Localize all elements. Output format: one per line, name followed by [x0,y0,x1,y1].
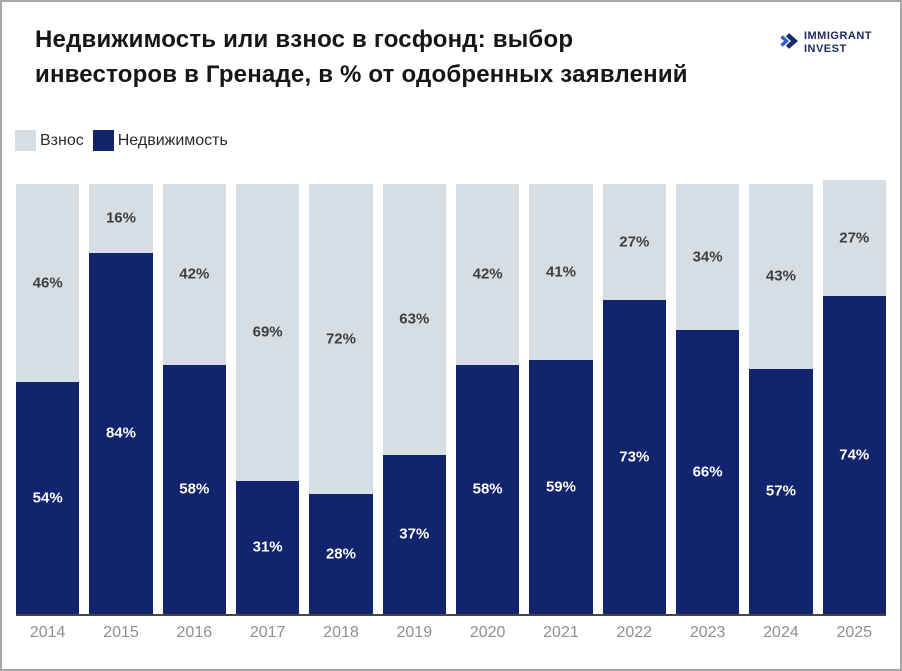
bar-segment-nedvizhimost: 58% [162,364,226,614]
stacked-bar-2024: 43% 57% [749,184,813,614]
x-axis-label: 2019 [396,624,433,641]
bar-value-label: 16% [105,209,136,227]
bar-segment-vznos: 69% [235,184,300,481]
logo-text: IMMIGRANT INVEST [804,30,872,56]
bar-segment-nedvizhimost: 57% [749,368,813,614]
bar-segment-vznos: 72% [309,184,373,494]
stacked-bar-2025: 27% 74% [822,179,886,614]
x-axis-label: 2018 [323,624,359,641]
bar-segment-nedvizhimost: 59% [529,360,593,614]
bar-segment-vznos: 46% [16,184,80,382]
chart-plot: 46% 54% 16% 84% 42% 58% 69% 31% 72% 28% 63% 37% 42% 5… [16,179,886,614]
bar-value-label: 58% [179,480,210,498]
legend-label: Недвижимость [117,131,228,149]
bar-value-label: 72% [325,330,356,348]
stacked-bar-2016: 42% 58% [162,184,226,614]
bar-value-label: 46% [32,274,63,292]
bar-value-label: 34% [692,248,723,266]
bar-value-label: 27% [619,233,650,251]
page-title: Недвижимость или взнос в госфонд: выбор … [35,22,688,92]
x-axis-label: 2015 [103,624,139,641]
stacked-bar-2017: 69% 31% [235,184,300,614]
title-line-2: инвесторов в Гренаде, в % от одобренных … [35,61,688,88]
stacked-bar-2018: 72% 28% [309,184,373,614]
bar-value-label: 66% [692,463,723,481]
bar-value-label: 41% [545,263,576,281]
x-axis-label: 2014 [29,624,66,641]
bar-segment-vznos: 16% [89,184,153,253]
x-axis-label: 2017 [249,624,286,641]
bar-value-label: 42% [179,265,210,283]
x-axis-label: 2020 [469,624,506,641]
legend: Взнос Недвижимость [15,130,900,151]
bar-segment-nedvizhimost: 74% [822,295,886,614]
legend-swatch [15,130,36,151]
logo-text-line-1: IMMIGRANT [803,30,872,42]
bar-value-label: 28% [325,545,356,563]
bar-segment-nedvizhimost: 37% [382,454,446,614]
header: Недвижимость или взнос в госфонд: выбор … [2,2,900,92]
x-axis-label: 2021 [543,624,579,641]
bar-value-label: 73% [619,448,650,466]
bar-value-label: 27% [839,229,870,247]
stacked-bar-2020: 42% 58% [455,184,520,614]
bar-segment-vznos: 41% [529,184,593,361]
stacked-bar-2022: 27% 73% [602,184,666,614]
bar-value-label: 69% [252,323,283,341]
x-axis-label: 2025 [836,624,873,641]
legend-swatch [92,130,114,151]
immigrant-invest-logo: IMMIGRANT INVEST [778,30,872,56]
x-axis: 2014 2015 2016 2017 2018 2019 2020 2021 2022 2023… [16,624,886,642]
bar-segment-nedvizhimost: 28% [309,493,373,614]
bar-value-label: 31% [252,538,283,556]
legend-label: Взнос [40,131,84,149]
legend-item-1: Недвижимость [92,130,228,151]
bar-segment-nedvizhimost: 73% [602,300,666,614]
stacked-bar-2023: 34% 66% [675,184,740,614]
bar-value-label: 54% [32,489,63,507]
x-axis-label: 2024 [763,624,799,641]
bar-value-label: 57% [765,482,796,500]
bar-segment-vznos: 63% [382,184,446,455]
stacked-bar-2019: 63% 37% [382,184,446,614]
bar-segment-nedvizhimost: 66% [675,330,740,614]
bar-segment-nedvizhimost: 31% [235,480,300,614]
stacked-bar-2014: 46% 54% [16,184,80,614]
bar-value-label: 74% [839,446,870,464]
bar-segment-vznos: 34% [675,184,740,331]
x-axis-label: 2023 [689,624,726,641]
bar-segment-vznos: 43% [749,184,813,369]
bar-value-label: 84% [105,424,136,442]
bar-value-label: 42% [472,265,503,283]
bar-segment-nedvizhimost: 84% [89,252,153,614]
bar-value-label: 63% [399,310,430,328]
stacked-bar-2015: 16% 84% [89,184,153,614]
legend-item-0: Взнос [15,130,84,151]
x-axis-label: 2022 [616,624,653,641]
stacked-bar-2021: 41% 59% [529,184,593,614]
x-axis-line [16,614,886,616]
bar-value-label: 43% [765,267,796,285]
bar-segment-nedvizhimost: 54% [16,381,80,614]
bar-segment-vznos: 27% [602,184,666,301]
bar-segment-nedvizhimost: 58% [455,364,520,614]
bar-segment-vznos: 42% [162,184,226,365]
bar-value-label: 37% [399,525,430,543]
bar-segment-vznos: 42% [455,184,520,365]
title-line-1: Недвижимость или взнос в госфонд: выбор [35,26,574,53]
bar-value-label: 59% [545,478,576,496]
x-axis-label: 2016 [176,624,213,641]
bar-value-label: 58% [472,480,503,498]
double-chevron-icon [778,30,798,51]
bar-segment-vznos: 27% [822,179,886,296]
logo-text-line-2: INVEST [803,43,847,55]
